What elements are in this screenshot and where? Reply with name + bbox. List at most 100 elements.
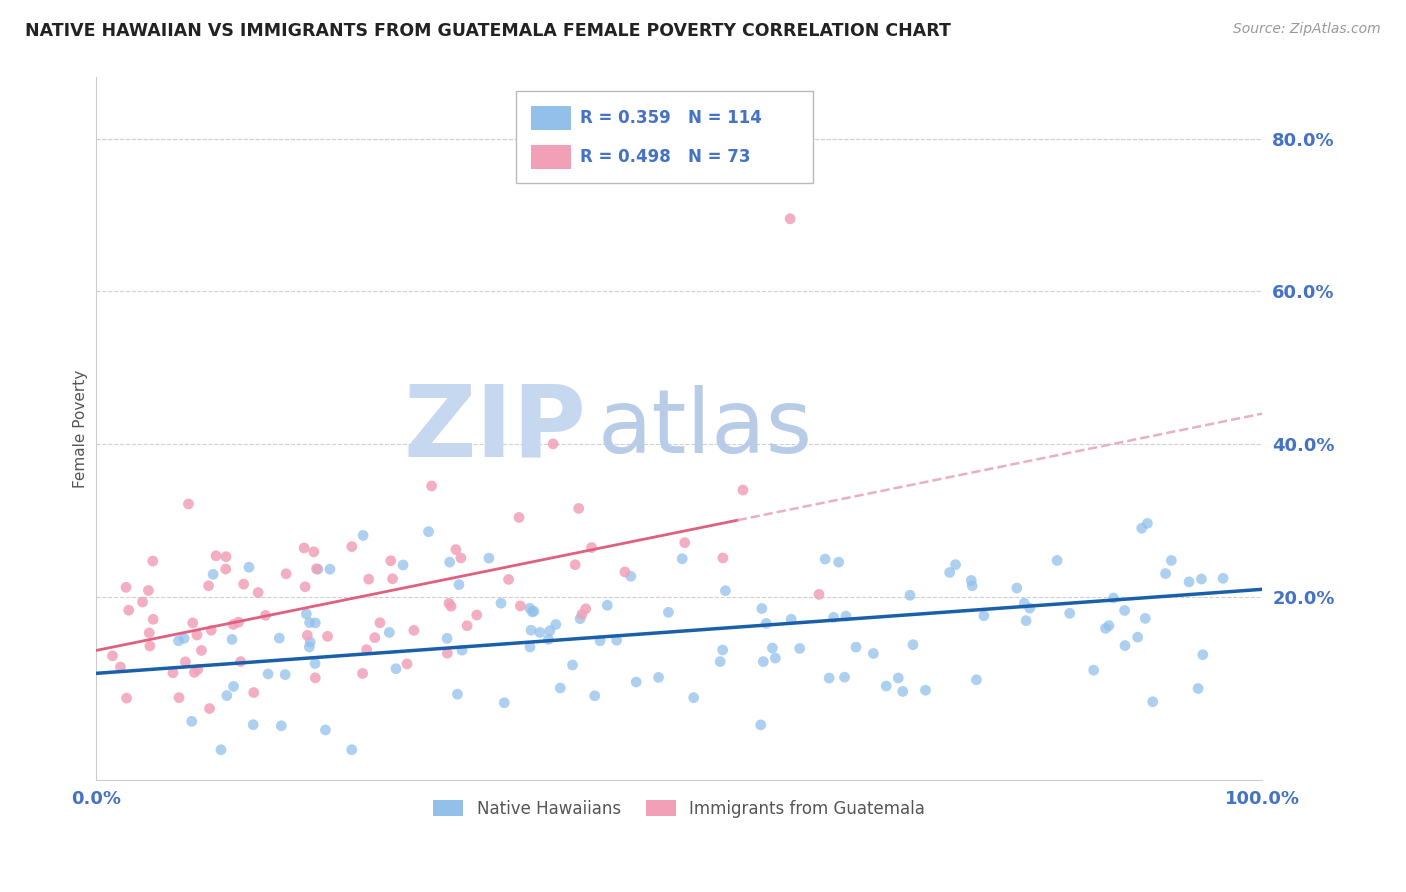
Point — [269, 631, 291, 645]
Point — [606, 633, 628, 648]
Point — [818, 671, 841, 685]
Point — [914, 683, 936, 698]
Point — [1114, 603, 1136, 617]
Point — [581, 541, 603, 555]
Point — [356, 642, 378, 657]
Point — [789, 641, 811, 656]
Point — [305, 562, 328, 576]
Point — [402, 624, 425, 638]
Point — [297, 628, 319, 642]
Point — [254, 608, 277, 623]
Point — [142, 554, 165, 568]
Point — [671, 551, 693, 566]
Point — [657, 605, 679, 619]
Point — [197, 579, 219, 593]
Point — [418, 524, 440, 539]
Text: atlas: atlas — [598, 385, 813, 473]
Point — [298, 640, 321, 654]
Point — [222, 680, 245, 694]
Point — [548, 681, 571, 695]
Point — [215, 549, 238, 564]
Point — [780, 612, 803, 626]
Point — [749, 718, 772, 732]
Point — [138, 583, 160, 598]
Point — [814, 552, 837, 566]
Point — [167, 633, 190, 648]
Point — [945, 558, 967, 572]
Point — [304, 671, 326, 685]
Point — [302, 545, 325, 559]
Point — [385, 662, 408, 676]
Point — [298, 615, 321, 630]
Point — [215, 562, 238, 576]
Point — [755, 616, 778, 631]
Point — [173, 632, 195, 646]
Point — [420, 479, 443, 493]
Point — [751, 601, 773, 615]
Point — [110, 660, 132, 674]
Point — [489, 596, 512, 610]
Point — [965, 673, 987, 687]
Point — [828, 555, 851, 569]
Point — [364, 631, 387, 645]
Legend: Native Hawaiians, Immigrants from Guatemala: Native Hawaiians, Immigrants from Guatem… — [427, 793, 932, 825]
Point — [1094, 621, 1116, 635]
Point — [711, 643, 734, 657]
Text: R = 0.359   N = 114: R = 0.359 N = 114 — [581, 109, 762, 128]
Point — [295, 607, 318, 621]
Point — [187, 662, 209, 676]
Point — [162, 665, 184, 680]
Point — [1191, 572, 1213, 586]
Point — [901, 638, 924, 652]
Point — [205, 549, 228, 563]
Point — [1160, 553, 1182, 567]
Point — [1059, 606, 1081, 620]
Point — [624, 675, 647, 690]
Point — [709, 655, 731, 669]
Point — [714, 583, 737, 598]
Point — [228, 615, 250, 629]
Point — [779, 211, 801, 226]
Point — [544, 617, 567, 632]
Point — [1046, 553, 1069, 567]
Point — [596, 599, 619, 613]
Point — [834, 670, 856, 684]
Point — [142, 612, 165, 626]
Point — [352, 666, 374, 681]
Point — [352, 528, 374, 542]
Point — [177, 497, 200, 511]
Y-axis label: Female Poverty: Female Poverty — [73, 370, 89, 488]
Point — [395, 657, 418, 671]
Text: R = 0.498   N = 73: R = 0.498 N = 73 — [581, 148, 751, 166]
Point — [862, 647, 884, 661]
Point — [973, 608, 995, 623]
Point — [304, 615, 326, 630]
Point — [519, 601, 541, 615]
Point — [381, 572, 404, 586]
Point — [304, 657, 326, 671]
Point — [138, 626, 160, 640]
Point — [731, 483, 754, 497]
Point — [960, 579, 983, 593]
Point — [1102, 591, 1125, 605]
Point — [439, 555, 461, 569]
Point — [456, 618, 478, 632]
Point — [522, 605, 544, 619]
Point — [465, 607, 488, 622]
Point — [1154, 566, 1177, 581]
Point — [299, 635, 322, 649]
Point — [1142, 695, 1164, 709]
Point — [938, 566, 960, 580]
Text: NATIVE HAWAIIAN VS IMMIGRANTS FROM GUATEMALA FEMALE POVERTY CORRELATION CHART: NATIVE HAWAIIAN VS IMMIGRANTS FROM GUATE… — [25, 22, 952, 40]
Point — [498, 573, 520, 587]
Point — [575, 602, 598, 616]
Point — [711, 551, 734, 566]
Point — [101, 648, 124, 663]
Point — [519, 640, 541, 654]
Point — [167, 690, 190, 705]
Point — [392, 558, 415, 572]
Point — [1083, 663, 1105, 677]
Point — [845, 640, 868, 654]
Point — [209, 743, 232, 757]
Point — [242, 685, 264, 699]
